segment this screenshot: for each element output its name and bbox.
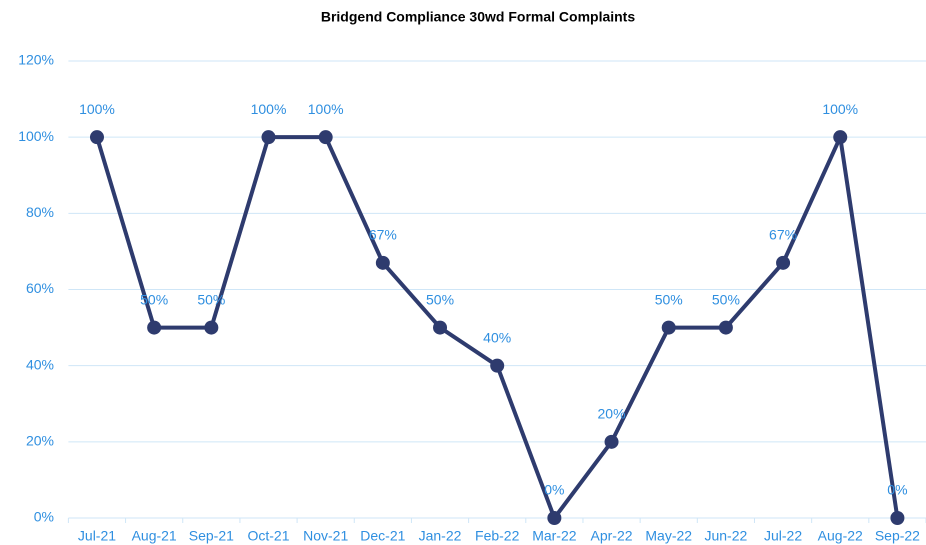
marker	[547, 511, 562, 525]
y-tick-label: 40%	[26, 356, 54, 372]
x-tick-label: Sep-22	[875, 528, 920, 544]
x-tick-label: Mar-22	[532, 528, 577, 544]
marker	[833, 130, 848, 145]
x-tick-label: Jun-22	[704, 528, 747, 544]
data-label: 50%	[655, 291, 683, 307]
data-label: 100%	[251, 101, 287, 117]
marker	[89, 130, 104, 145]
y-tick-label: 120%	[18, 52, 54, 68]
data-label: 40%	[483, 329, 511, 345]
y-tick-label: 60%	[26, 280, 54, 296]
x-tick-label: Nov-21	[303, 528, 348, 544]
x-tick-label: Oct-21	[247, 528, 289, 544]
data-label: 50%	[426, 291, 454, 307]
x-tick-label: Jul-22	[764, 528, 802, 544]
chart-title: Bridgend Compliance 30wd Formal Complain…	[321, 9, 635, 25]
x-tick-label: Sep-21	[189, 528, 234, 544]
data-label: 100%	[822, 101, 858, 117]
data-label: 0%	[887, 482, 907, 498]
marker	[661, 320, 676, 335]
data-label: 0%	[544, 482, 564, 498]
data-label: 50%	[712, 291, 740, 307]
x-tick-label: Aug-21	[132, 528, 177, 544]
marker	[433, 320, 448, 335]
data-label: 100%	[79, 101, 115, 117]
x-tick-label: Apr-22	[591, 528, 633, 544]
marker	[490, 358, 505, 373]
marker	[375, 255, 390, 270]
y-tick-label: 0%	[34, 509, 54, 525]
marker	[776, 255, 791, 270]
x-tick-label: Jan-22	[419, 528, 462, 544]
data-label: 67%	[369, 227, 397, 243]
x-tick-label: Feb-22	[475, 528, 520, 544]
marker	[718, 320, 733, 335]
data-label: 50%	[197, 291, 225, 307]
marker	[890, 511, 905, 525]
x-tick-label: Dec-21	[360, 528, 405, 544]
y-tick-label: 100%	[18, 128, 54, 144]
data-label: 20%	[598, 406, 626, 422]
data-label: 50%	[140, 291, 168, 307]
x-tick-label: Aug-22	[818, 528, 863, 544]
data-label: 100%	[308, 101, 344, 117]
marker	[318, 130, 333, 145]
marker	[204, 320, 219, 335]
marker	[261, 130, 276, 145]
data-label: 67%	[769, 227, 797, 243]
x-tick-label: May-22	[645, 528, 692, 544]
y-tick-label: 80%	[26, 204, 54, 220]
y-tick-label: 20%	[26, 433, 54, 449]
marker	[604, 434, 619, 449]
marker	[147, 320, 162, 335]
x-tick-label: Jul-21	[78, 528, 116, 544]
